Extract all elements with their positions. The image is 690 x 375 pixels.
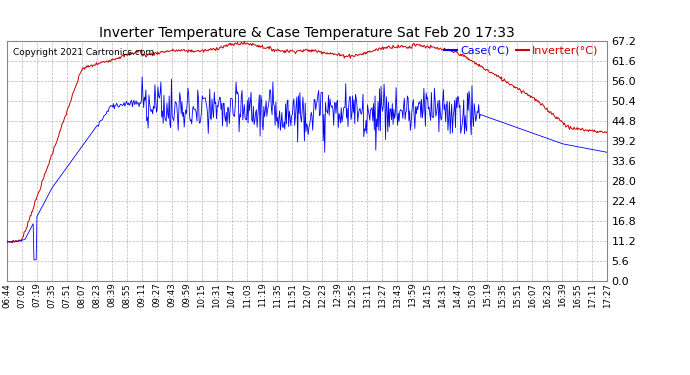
Legend: Case(°C), Inverter(°C): Case(°C), Inverter(°C)	[444, 46, 599, 56]
Text: Copyright 2021 Cartronics.com: Copyright 2021 Cartronics.com	[13, 48, 154, 57]
Title: Inverter Temperature & Case Temperature Sat Feb 20 17:33: Inverter Temperature & Case Temperature …	[99, 26, 515, 40]
